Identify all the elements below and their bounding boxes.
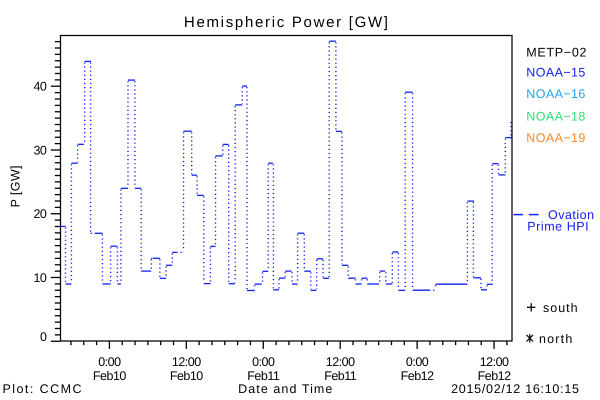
svg-text:Hemispheric Power [GW]: Hemispheric Power [GW] bbox=[184, 14, 390, 31]
svg-text:north: north bbox=[539, 332, 574, 346]
svg-text:NOAA−16: NOAA−16 bbox=[526, 87, 585, 101]
svg-text:0:00: 0:00 bbox=[252, 355, 275, 369]
svg-text:30: 30 bbox=[33, 143, 46, 157]
svg-text:0:00: 0:00 bbox=[406, 355, 429, 369]
svg-text:0: 0 bbox=[40, 330, 47, 344]
svg-text:10: 10 bbox=[33, 271, 46, 285]
svg-text:12:00: 12:00 bbox=[480, 355, 509, 369]
svg-text:12:00: 12:00 bbox=[326, 355, 355, 369]
svg-text:Feb10: Feb10 bbox=[170, 369, 203, 383]
svg-text:NOAA−15: NOAA−15 bbox=[526, 66, 585, 80]
svg-text:NOAA−18: NOAA−18 bbox=[526, 109, 585, 123]
svg-text:NOAA−19: NOAA−19 bbox=[526, 131, 585, 145]
svg-text:Feb12: Feb12 bbox=[401, 369, 434, 383]
svg-text:20: 20 bbox=[33, 207, 46, 221]
svg-text:2015/02/12 16:10:15: 2015/02/12 16:10:15 bbox=[451, 382, 580, 396]
svg-text:Feb10: Feb10 bbox=[93, 369, 126, 383]
svg-text:0:00: 0:00 bbox=[98, 355, 121, 369]
svg-text:Feb11: Feb11 bbox=[324, 369, 357, 383]
svg-text:south: south bbox=[543, 301, 579, 315]
svg-text:40: 40 bbox=[33, 80, 46, 94]
svg-text:Ovation: Ovation bbox=[548, 208, 595, 222]
svg-text:Prime HPI: Prime HPI bbox=[527, 219, 589, 233]
svg-text:Plot: CCMC: Plot: CCMC bbox=[3, 382, 83, 396]
svg-text:Feb12: Feb12 bbox=[478, 369, 511, 383]
svg-text:12:00: 12:00 bbox=[172, 355, 201, 369]
svg-text:METP−02: METP−02 bbox=[526, 46, 587, 60]
svg-text:Feb11: Feb11 bbox=[247, 369, 280, 383]
svg-text:Date and Time: Date and Time bbox=[238, 382, 333, 396]
svg-text:P [GW]: P [GW] bbox=[8, 165, 22, 207]
